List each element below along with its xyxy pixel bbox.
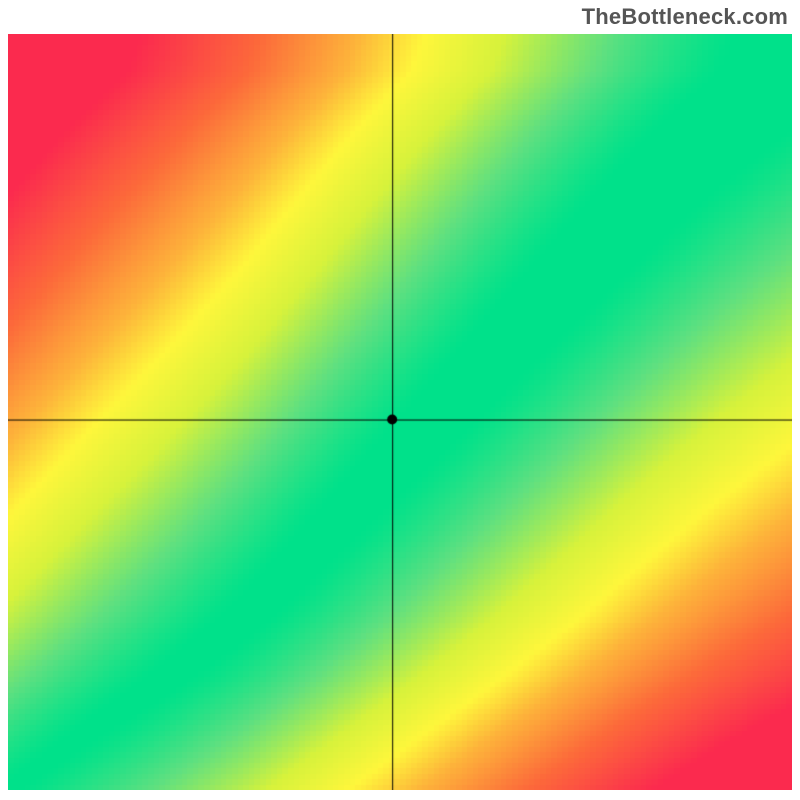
bottleneck-heatmap xyxy=(8,34,792,790)
heatmap-canvas xyxy=(8,34,792,790)
watermark-text: TheBottleneck.com xyxy=(582,4,788,30)
